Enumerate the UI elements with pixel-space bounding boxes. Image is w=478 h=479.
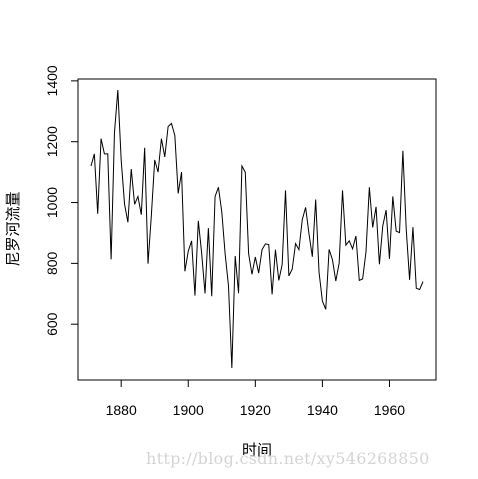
x-tick-label: 1920: [240, 402, 271, 418]
y-tick-label: 1400: [44, 65, 60, 96]
x-axis: 1880 1900 1920 1940 1960: [106, 379, 405, 418]
y-axis: 600 800 1000 1200 1400: [44, 65, 79, 336]
y-tick-label: 800: [44, 251, 60, 275]
y-tick-label: 1200: [44, 126, 60, 157]
y-axis-title: 尼罗河流量: [4, 191, 22, 266]
y-tick-label: 1000: [44, 187, 60, 218]
x-tick-label: 1880: [106, 402, 137, 418]
x-tick-label: 1900: [173, 402, 204, 418]
watermark-text: http://blog.csdn.net/xy546268850: [146, 449, 430, 468]
series-line: [90, 89, 424, 369]
x-axis-title: 时间: [242, 441, 272, 459]
y-tick-label: 600: [44, 312, 60, 336]
x-tick-label: 1960: [374, 402, 405, 418]
x-tick-label: 1940: [307, 402, 338, 418]
